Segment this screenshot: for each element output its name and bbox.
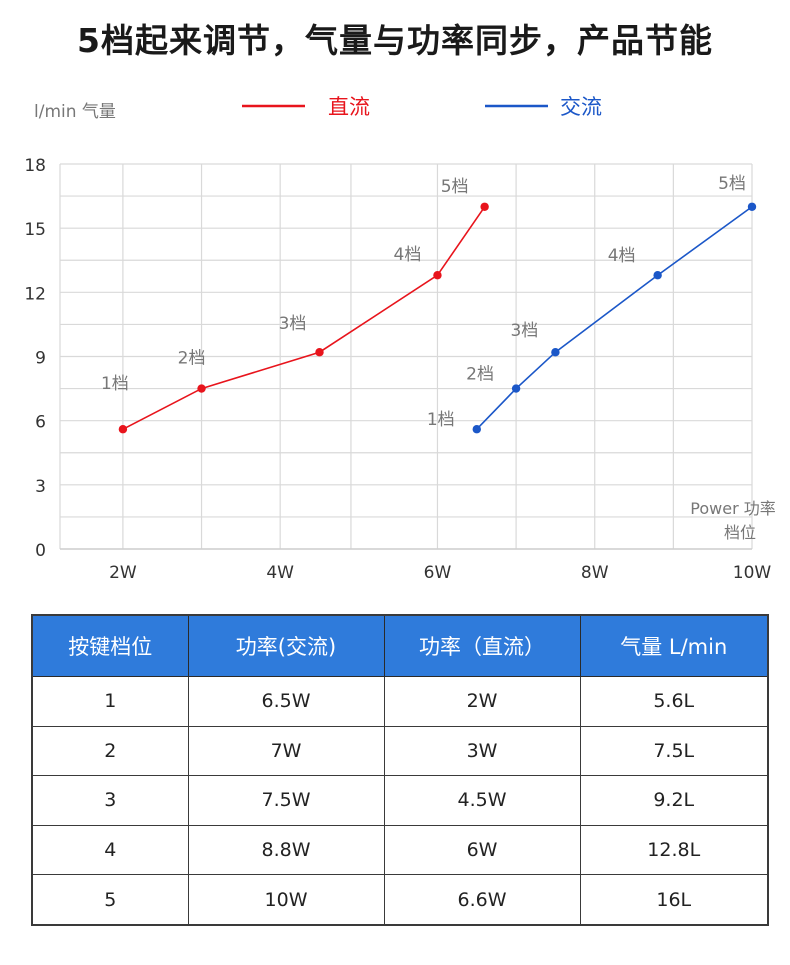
y-tick-label: 6 <box>35 413 46 433</box>
table-cell: 10W <box>187 874 385 926</box>
data-point <box>197 384 206 393</box>
data-label: 4档 <box>608 246 636 266</box>
y-tick-label: 0 <box>35 541 46 561</box>
column-header: 气量 L/min <box>579 614 769 677</box>
x-tick-label: 10W <box>733 563 772 583</box>
data-label: 5档 <box>718 174 746 194</box>
data-point <box>118 425 128 434</box>
x-tick-label: 6W <box>424 563 452 583</box>
y-tick-label: 3 <box>35 477 46 497</box>
table-cell: 4.5W <box>383 775 581 826</box>
column-header: 按键档位 <box>31 614 189 677</box>
table-row: 2 7W 3W 7.5L <box>31 725 769 776</box>
x-tick-label: 8W <box>581 563 609 583</box>
table-cell: 5 <box>31 874 189 926</box>
data-label: 2档 <box>466 365 494 385</box>
table-cell: 7.5L <box>579 725 769 776</box>
table-cell: 6.5W <box>187 676 385 727</box>
table-cell: 9.2L <box>579 775 769 826</box>
table-cell: 1 <box>31 676 189 727</box>
legend-label: 交流 <box>560 95 602 119</box>
table-row: 5 10W 6.6W 16L <box>31 874 769 926</box>
table-row: 3 7.5W 4.5W 9.2L <box>31 775 769 826</box>
table-row: 4 8.8W 6W 12.8L <box>31 824 769 875</box>
table-cell: 12.8L <box>579 824 769 875</box>
data-point <box>433 271 442 280</box>
table-row: 1 6.5W 2W 5.6L <box>31 676 769 727</box>
data-label: 3档 <box>510 321 538 341</box>
x-tick-label: 2W <box>109 563 137 583</box>
table-cell: 2 <box>31 725 189 776</box>
table-cell: 7.5W <box>187 775 385 826</box>
data-point <box>653 271 662 280</box>
x-tick-label: 4W <box>266 563 294 583</box>
y-tick-label: 15 <box>24 220 46 240</box>
y-tick-label: 18 <box>24 156 46 176</box>
data-point <box>551 348 560 357</box>
data-point <box>511 384 521 393</box>
y-tick-label: 12 <box>24 284 46 304</box>
data-point <box>472 425 481 434</box>
table-cell: 3 <box>31 775 189 826</box>
table-cell: 5.6L <box>579 676 769 727</box>
data-label: 5档 <box>441 177 469 197</box>
table-cell: 2W <box>383 676 581 727</box>
data-label: 3档 <box>279 314 307 334</box>
x-axis-label: Power 功率 <box>690 499 775 518</box>
y-tick-label: 9 <box>35 349 46 369</box>
table-cell: 6.6W <box>383 874 581 926</box>
data-point <box>315 348 324 357</box>
table-cell: 8.8W <box>187 824 385 875</box>
series-line <box>476 206 753 430</box>
column-header: 功率（直流） <box>383 614 581 677</box>
legend-label: 直流 <box>328 95 370 119</box>
data-label: 4档 <box>394 245 422 265</box>
data-label: 1档 <box>101 374 129 394</box>
table-cell: 6W <box>383 824 581 875</box>
data-label: 2档 <box>178 349 206 369</box>
data-point <box>747 202 757 211</box>
spec-table: 按键档位 功率(交流) 功率（直流） 气量 L/min 1 6.5W 2W 5.… <box>31 614 769 926</box>
column-header: 功率(交流) <box>187 614 385 677</box>
data-point <box>480 202 489 211</box>
data-label: 1档 <box>427 410 455 430</box>
table-cell: 3W <box>383 725 581 776</box>
table-cell: 16L <box>579 874 769 926</box>
x-axis-label-unit: 档位 <box>724 523 756 542</box>
y-axis-label: l/min 气量 <box>34 102 116 122</box>
table-header-row: 按键档位 功率(交流) 功率（直流） 气量 L/min <box>31 614 769 677</box>
page-title: 5档起来调节，气量与功率同步，产品节能 <box>77 21 713 60</box>
table-cell: 7W <box>187 725 385 776</box>
table-cell: 4 <box>31 824 189 875</box>
